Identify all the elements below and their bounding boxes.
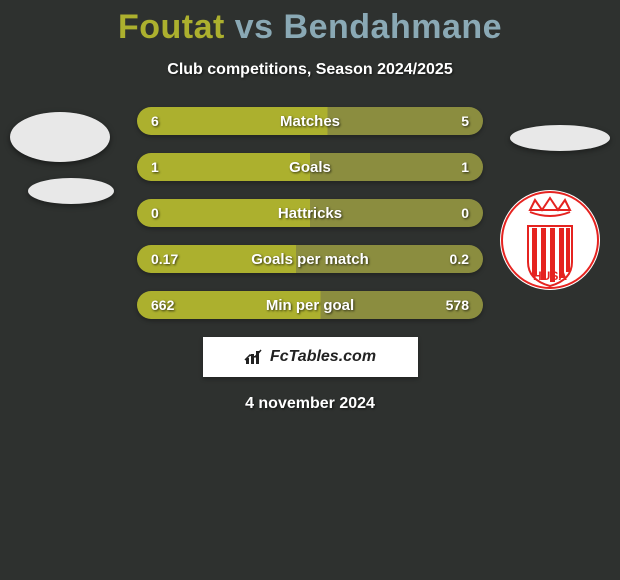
stat-left-value: 1 <box>151 159 159 175</box>
player2-name: Bendahmane <box>284 8 503 46</box>
stat-left-value: 0.17 <box>151 251 178 267</box>
stat-right-value: 1 <box>461 159 469 175</box>
stat-label: Matches <box>280 113 340 130</box>
page-title: Foutat vs Bendahmane <box>0 0 620 47</box>
stat-left-value: 0 <box>151 205 159 221</box>
stat-label: Min per goal <box>266 297 354 314</box>
subtitle: Club competitions, Season 2024/2025 <box>0 61 620 79</box>
fctables-watermark: FcTables.com <box>203 337 418 377</box>
chart-icon <box>244 348 266 366</box>
fctables-label: FcTables.com <box>270 348 376 366</box>
stat-bar-row: 0.17 Goals per match 0.2 <box>137 245 483 273</box>
stat-bar-row: 662 Min per goal 578 <box>137 291 483 319</box>
stat-left-value: 6 <box>151 113 159 129</box>
stat-right-value: 5 <box>461 113 469 129</box>
player1-name: Foutat <box>118 8 225 46</box>
stat-right-value: 0.2 <box>450 251 469 267</box>
stat-right-value: 0 <box>461 205 469 221</box>
stats-bars: 6 Matches 5 1 Goals 1 0 Hattricks 0 0.17 Goals per… <box>0 107 620 319</box>
stat-bar-row: 6 Matches 5 <box>137 107 483 135</box>
stat-left-value: 662 <box>151 297 174 313</box>
stat-label: Goals per match <box>251 251 369 268</box>
stat-bar-row: 0 Hattricks 0 <box>137 199 483 227</box>
stat-label: Goals <box>289 159 331 176</box>
date-label: 4 november 2024 <box>0 395 620 413</box>
stat-right-value: 578 <box>446 297 469 313</box>
vs-text: vs <box>235 8 274 46</box>
stat-label: Hattricks <box>278 205 342 222</box>
stat-bar-row: 1 Goals 1 <box>137 153 483 181</box>
